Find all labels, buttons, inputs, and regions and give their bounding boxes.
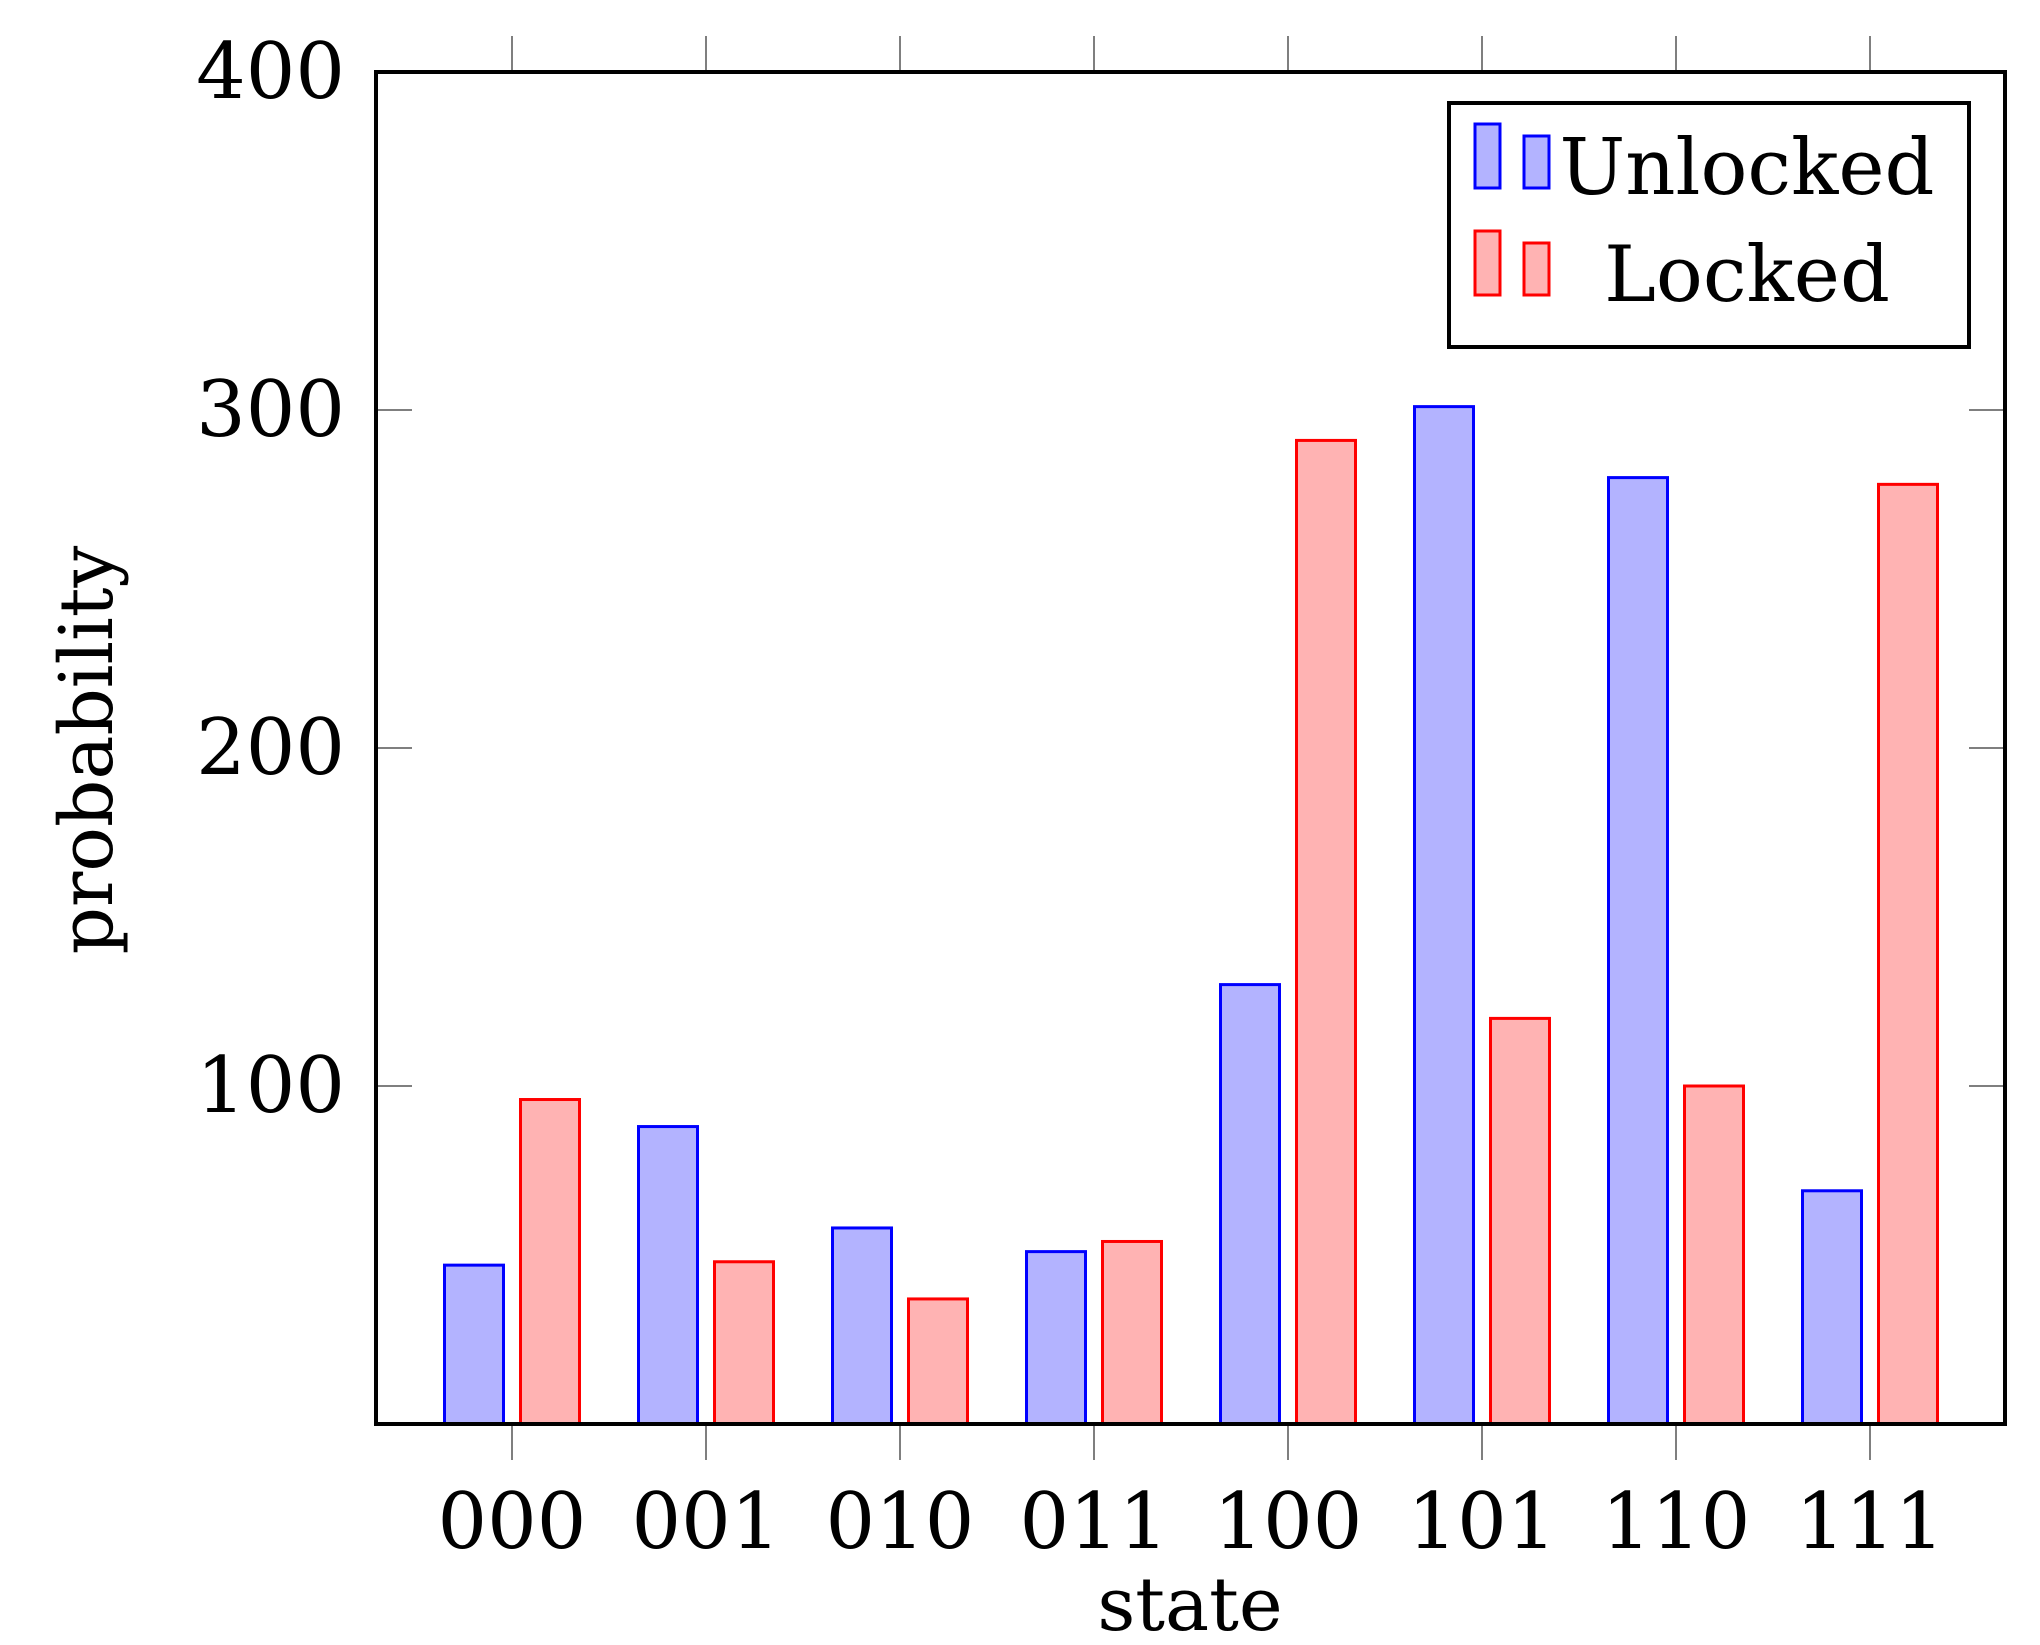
- bar-locked-001: [713, 1260, 775, 1426]
- x-tick-label: 110: [1602, 1477, 1751, 1567]
- bar-locked-100: [1295, 438, 1357, 1426]
- x-tick-label: 010: [826, 1477, 975, 1567]
- y-tick-label: 300: [196, 365, 345, 455]
- y-axis-title: probability: [44, 545, 130, 954]
- bar-unlocked-100: [1219, 983, 1281, 1426]
- bar-unlocked-111: [1801, 1189, 1863, 1426]
- bar-locked-010: [907, 1297, 969, 1426]
- y-tick-label: 100: [196, 1041, 345, 1131]
- x-tick-label: 001: [632, 1477, 781, 1567]
- legend-swatch-locked-b: [1522, 241, 1551, 297]
- bar-locked-101: [1489, 1016, 1551, 1426]
- bar-unlocked-101: [1413, 405, 1475, 1426]
- tick-labels-group: 000 001 010 011 100 101 110 111 100 200 300 400: [196, 27, 1944, 1567]
- y-tick-label: 200: [196, 703, 345, 793]
- legend-label-unlocked: Unlocked: [1560, 123, 1935, 213]
- bar-locked-111: [1877, 482, 1939, 1426]
- legend-swatch-unlocked-a: [1473, 122, 1502, 190]
- x-tick-label: 111: [1796, 1477, 1945, 1567]
- x-tick-label: 100: [1214, 1477, 1363, 1567]
- plot-frame: [374, 70, 2007, 1426]
- bar-locked-011: [1101, 1239, 1163, 1426]
- bar-locked-110: [1683, 1084, 1745, 1426]
- bar-unlocked-001: [637, 1125, 699, 1426]
- legend: Unlocked Locked: [1447, 101, 1971, 349]
- x-axis-title: state: [1097, 1562, 1282, 1645]
- bar-unlocked-011: [1025, 1250, 1087, 1426]
- legend-swatch-locked-a: [1473, 229, 1502, 297]
- bar-unlocked-010: [831, 1226, 893, 1426]
- x-tick-label: 000: [438, 1477, 587, 1567]
- bar-unlocked-110: [1607, 476, 1669, 1426]
- bar-locked-000: [519, 1098, 581, 1426]
- legend-label-locked: Locked: [1604, 230, 1890, 320]
- x-tick-label: 101: [1408, 1477, 1557, 1567]
- y-tick-label: 400: [196, 27, 345, 117]
- bars-group: [443, 405, 1939, 1426]
- legend-swatch-unlocked-b: [1522, 134, 1551, 190]
- bar-unlocked-000: [443, 1263, 505, 1426]
- x-tick-label: 011: [1020, 1477, 1169, 1567]
